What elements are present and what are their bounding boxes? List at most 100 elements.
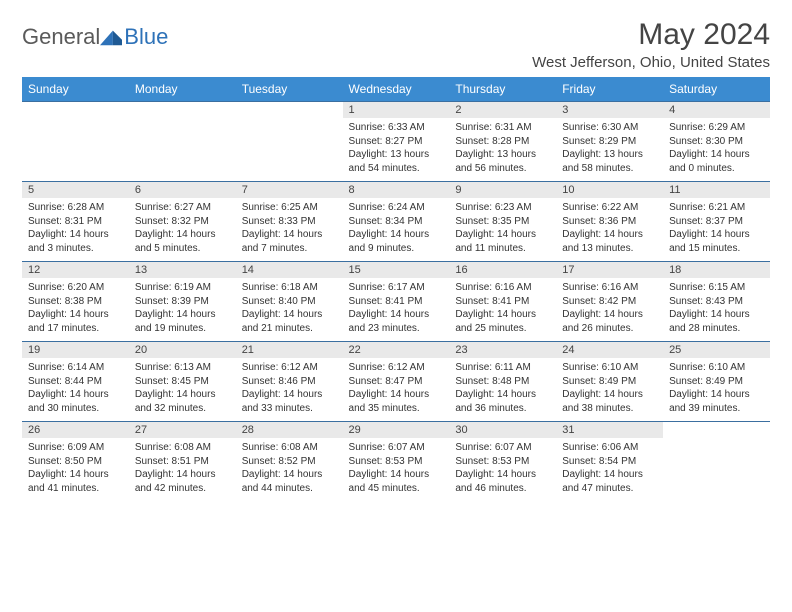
day-number-cell: 28 (236, 422, 343, 439)
day-body-cell: Sunrise: 6:12 AMSunset: 8:46 PMDaylight:… (236, 358, 343, 422)
day-body-cell: Sunrise: 6:27 AMSunset: 8:32 PMDaylight:… (129, 198, 236, 262)
sunrise-line: Sunrise: 6:15 AM (669, 281, 764, 295)
day-number-cell: 7 (236, 182, 343, 199)
logo: General Blue (22, 18, 168, 50)
sunrise-line: Sunrise: 6:07 AM (349, 441, 444, 455)
daylight-line: Daylight: 14 hours and 9 minutes. (349, 228, 444, 255)
day-number-cell: 1 (343, 102, 450, 119)
day-number-cell: 23 (449, 342, 556, 359)
day-number-cell: 25 (663, 342, 770, 359)
weekday-header: Tuesday (236, 77, 343, 102)
daylight-line: Daylight: 14 hours and 19 minutes. (135, 308, 230, 335)
day-number-cell: 29 (343, 422, 450, 439)
daylight-line: Daylight: 14 hours and 7 minutes. (242, 228, 337, 255)
sunset-line: Sunset: 8:47 PM (349, 375, 444, 389)
sunrise-line: Sunrise: 6:23 AM (455, 201, 550, 215)
daylight-line: Daylight: 14 hours and 30 minutes. (28, 388, 123, 415)
day-number-cell: 6 (129, 182, 236, 199)
day-number-row: 1234 (22, 102, 770, 119)
day-number-cell (236, 102, 343, 119)
sunset-line: Sunset: 8:33 PM (242, 215, 337, 229)
day-number-cell: 10 (556, 182, 663, 199)
day-body-cell: Sunrise: 6:28 AMSunset: 8:31 PMDaylight:… (22, 198, 129, 262)
day-body-cell: Sunrise: 6:16 AMSunset: 8:41 PMDaylight:… (449, 278, 556, 342)
sunset-line: Sunset: 8:37 PM (669, 215, 764, 229)
day-body-cell: Sunrise: 6:16 AMSunset: 8:42 PMDaylight:… (556, 278, 663, 342)
sunset-line: Sunset: 8:54 PM (562, 455, 657, 469)
weekday-header: Monday (129, 77, 236, 102)
sunset-line: Sunset: 8:41 PM (349, 295, 444, 309)
day-body-cell (22, 118, 129, 182)
day-number-cell: 3 (556, 102, 663, 119)
daylight-line: Daylight: 14 hours and 3 minutes. (28, 228, 123, 255)
day-body-cell: Sunrise: 6:13 AMSunset: 8:45 PMDaylight:… (129, 358, 236, 422)
daylight-line: Daylight: 13 hours and 58 minutes. (562, 148, 657, 175)
page-header: General Blue May 2024 West Jefferson, Oh… (22, 18, 770, 71)
daylight-line: Daylight: 14 hours and 0 minutes. (669, 148, 764, 175)
day-body-cell (663, 438, 770, 501)
day-body-cell: Sunrise: 6:07 AMSunset: 8:53 PMDaylight:… (449, 438, 556, 501)
daylight-line: Daylight: 14 hours and 21 minutes. (242, 308, 337, 335)
day-number-cell: 31 (556, 422, 663, 439)
weekday-header: Friday (556, 77, 663, 102)
sunset-line: Sunset: 8:32 PM (135, 215, 230, 229)
sunrise-line: Sunrise: 6:06 AM (562, 441, 657, 455)
daylight-line: Daylight: 14 hours and 45 minutes. (349, 468, 444, 495)
day-body-cell: Sunrise: 6:23 AMSunset: 8:35 PMDaylight:… (449, 198, 556, 262)
sunset-line: Sunset: 8:53 PM (455, 455, 550, 469)
sunset-line: Sunset: 8:42 PM (562, 295, 657, 309)
day-number-cell: 4 (663, 102, 770, 119)
day-number-cell: 12 (22, 262, 129, 279)
day-body-cell: Sunrise: 6:22 AMSunset: 8:36 PMDaylight:… (556, 198, 663, 262)
daylight-line: Daylight: 14 hours and 13 minutes. (562, 228, 657, 255)
day-number-row: 262728293031 (22, 422, 770, 439)
day-number-cell: 30 (449, 422, 556, 439)
daylight-line: Daylight: 14 hours and 38 minutes. (562, 388, 657, 415)
daylight-line: Daylight: 14 hours and 42 minutes. (135, 468, 230, 495)
sunset-line: Sunset: 8:36 PM (562, 215, 657, 229)
day-number-cell: 8 (343, 182, 450, 199)
day-number-cell: 13 (129, 262, 236, 279)
sunset-line: Sunset: 8:52 PM (242, 455, 337, 469)
daylight-line: Daylight: 13 hours and 56 minutes. (455, 148, 550, 175)
day-number-row: 12131415161718 (22, 262, 770, 279)
location-text: West Jefferson, Ohio, United States (532, 54, 770, 71)
day-body-cell: Sunrise: 6:18 AMSunset: 8:40 PMDaylight:… (236, 278, 343, 342)
logo-triangle-icon (100, 28, 122, 46)
daylight-line: Daylight: 14 hours and 11 minutes. (455, 228, 550, 255)
sunset-line: Sunset: 8:28 PM (455, 135, 550, 149)
day-body-cell: Sunrise: 6:25 AMSunset: 8:33 PMDaylight:… (236, 198, 343, 262)
weekday-header-row: SundayMondayTuesdayWednesdayThursdayFrid… (22, 77, 770, 102)
day-body-cell: Sunrise: 6:08 AMSunset: 8:51 PMDaylight:… (129, 438, 236, 501)
sunset-line: Sunset: 8:35 PM (455, 215, 550, 229)
day-number-cell: 15 (343, 262, 450, 279)
day-number-cell: 24 (556, 342, 663, 359)
daylight-line: Daylight: 14 hours and 28 minutes. (669, 308, 764, 335)
sunset-line: Sunset: 8:46 PM (242, 375, 337, 389)
sunset-line: Sunset: 8:29 PM (562, 135, 657, 149)
logo-text-blue: Blue (124, 24, 168, 50)
day-body-row: Sunrise: 6:28 AMSunset: 8:31 PMDaylight:… (22, 198, 770, 262)
sunset-line: Sunset: 8:53 PM (349, 455, 444, 469)
day-body-cell: Sunrise: 6:15 AMSunset: 8:43 PMDaylight:… (663, 278, 770, 342)
logo-text-general: General (22, 24, 100, 50)
sunrise-line: Sunrise: 6:13 AM (135, 361, 230, 375)
daylight-line: Daylight: 14 hours and 36 minutes. (455, 388, 550, 415)
sunrise-line: Sunrise: 6:14 AM (28, 361, 123, 375)
day-body-cell (236, 118, 343, 182)
day-number-cell: 26 (22, 422, 129, 439)
day-body-cell: Sunrise: 6:20 AMSunset: 8:38 PMDaylight:… (22, 278, 129, 342)
sunset-line: Sunset: 8:38 PM (28, 295, 123, 309)
sunset-line: Sunset: 8:39 PM (135, 295, 230, 309)
calendar-page: General Blue May 2024 West Jefferson, Oh… (0, 0, 792, 519)
day-number-cell: 21 (236, 342, 343, 359)
sunrise-line: Sunrise: 6:30 AM (562, 121, 657, 135)
sunrise-line: Sunrise: 6:19 AM (135, 281, 230, 295)
day-body-cell: Sunrise: 6:30 AMSunset: 8:29 PMDaylight:… (556, 118, 663, 182)
sunrise-line: Sunrise: 6:27 AM (135, 201, 230, 215)
day-number-row: 19202122232425 (22, 342, 770, 359)
sunrise-line: Sunrise: 6:12 AM (242, 361, 337, 375)
sunrise-line: Sunrise: 6:31 AM (455, 121, 550, 135)
daylight-line: Daylight: 14 hours and 25 minutes. (455, 308, 550, 335)
sunrise-line: Sunrise: 6:29 AM (669, 121, 764, 135)
